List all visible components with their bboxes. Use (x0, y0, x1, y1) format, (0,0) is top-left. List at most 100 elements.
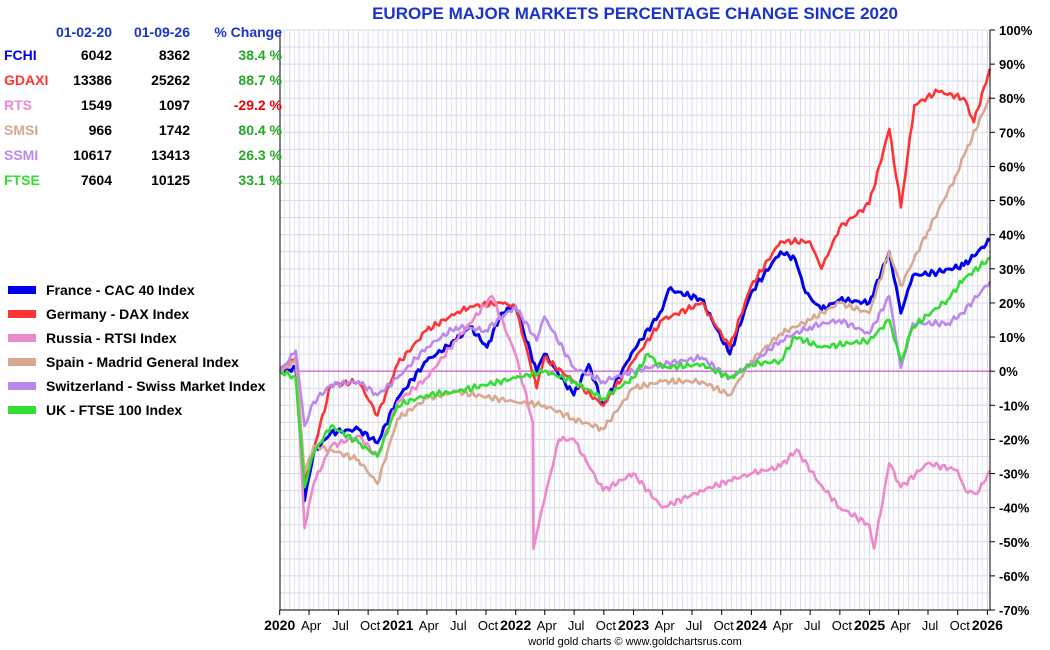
legend-item: Switzerland - Swiss Market Index (8, 374, 265, 398)
summary-header-cell: 01-09-26 (133, 24, 190, 40)
summary-change: 33.1 % (238, 171, 282, 188)
x-tick-label: Apr (537, 618, 558, 633)
x-tick-label: 2025 (854, 617, 885, 633)
x-tick-label: Oct (950, 618, 971, 633)
summary-end: 1742 (158, 121, 190, 138)
summary-start: 7604 (80, 171, 112, 188)
summary-row: SMSI 966 1742 80.4 % (4, 117, 282, 142)
summary-start: 1549 (80, 96, 112, 113)
x-tick-label: Apr (419, 618, 440, 633)
y-tick-label: 0% (999, 364, 1018, 379)
summary-header-row: 01-02-20 01-09-26 % Change (4, 22, 282, 42)
legend-item: Spain - Madrid General Index (8, 350, 265, 374)
summary-header-cell: 01-02-20 (55, 24, 112, 40)
summary-end: 10125 (151, 171, 190, 188)
y-tick-label: 30% (999, 262, 1025, 277)
legend-label: France - CAC 40 Index (46, 282, 195, 298)
credit: world gold charts © www.goldchartsrus.co… (528, 636, 742, 648)
y-tick-label: 80% (999, 91, 1025, 106)
x-tick-label: Oct (478, 618, 499, 633)
chart-title: EUROPE MAJOR MARKETS PERCENTAGE CHANGE S… (372, 4, 898, 23)
legend-label: Spain - Madrid General Index (46, 354, 239, 370)
y-tick-label: -50% (999, 535, 1030, 550)
x-tick-label: Jul (686, 618, 703, 633)
series-line-rts (279, 294, 992, 550)
summary-change: 88.7 % (238, 71, 282, 88)
legend-swatch (8, 334, 36, 342)
axes: 100% 90% 80% 70% 60% 50% 40% 30% 20% 10% 0% -10% -20… (264, 23, 1033, 633)
summary-start: 13386 (73, 71, 112, 88)
x-tick-label: Apr (891, 618, 912, 633)
series-line-fchi (279, 237, 991, 503)
y-tick-label: -20% (999, 432, 1030, 447)
summary-change: 26.3 % (238, 146, 282, 163)
legend-swatch (8, 310, 36, 318)
summary-code: FTSE (4, 171, 40, 188)
summary-header-cell (4, 22, 50, 42)
y-tick-label: 100% (999, 23, 1033, 38)
legend-label: UK - FTSE 100 Index (46, 402, 183, 418)
summary-start: 10617 (73, 146, 112, 163)
y-tick-label: -10% (999, 398, 1030, 413)
legend-swatch (8, 286, 36, 294)
x-tick-label: 2023 (618, 617, 649, 633)
legend-item: France - CAC 40 Index (8, 278, 265, 302)
x-tick-label: Apr (301, 618, 322, 633)
summary-start: 6042 (80, 46, 112, 63)
x-tick-label: 2021 (382, 617, 413, 633)
series-line-ftse (279, 256, 991, 489)
x-tick-label: 2020 (264, 617, 295, 633)
summary-body: FCHI 6042 8362 38.4 % GDAXI 13386 25262 88.7 % R… (4, 42, 282, 192)
summary-table: 01-02-20 01-09-26 % Change FCHI 6042 8362 38.… (4, 22, 282, 192)
x-tick-label: Jul (922, 618, 939, 633)
legend-label: Russia - RTSI Index (46, 330, 177, 346)
y-tick-label: 20% (999, 296, 1025, 311)
summary-code: GDAXI (4, 71, 49, 88)
y-tick-label: -60% (999, 569, 1030, 584)
y-tick-label: 70% (999, 125, 1025, 140)
legend-swatch (8, 406, 36, 414)
legend: France - CAC 40 Index Germany - DAX Index… (8, 278, 265, 422)
summary-header-cell: % Change (214, 24, 282, 40)
x-tick-label: 2024 (736, 617, 767, 633)
x-tick-label: Apr (654, 618, 675, 633)
series-lines (278, 68, 992, 550)
x-tick-label: Oct (360, 618, 381, 633)
summary-change: 38.4 % (238, 46, 282, 63)
y-tick-label: 60% (999, 159, 1025, 174)
summary-change: -29.2 % (233, 96, 282, 113)
x-tick-label: Jul (804, 618, 821, 633)
y-tick-label: 10% (999, 330, 1025, 345)
summary-end: 13413 (151, 146, 190, 163)
y-tick-label: 50% (999, 194, 1025, 209)
legend-swatch (8, 382, 36, 390)
summary-change: 80.4 % (238, 121, 282, 138)
summary-row: SSMI 10617 13413 26.3 % (4, 142, 282, 167)
summary-end: 25262 (151, 71, 190, 88)
summary-row: RTS 1549 1097 -29.2 % (4, 92, 282, 117)
legend-item: Russia - RTSI Index (8, 326, 265, 350)
y-tick-label: 90% (999, 57, 1025, 72)
x-tick-label: Apr (773, 618, 794, 633)
y-tick-label: 40% (999, 228, 1025, 243)
y-tick-label: -70% (999, 603, 1030, 618)
summary-code: SMSI (4, 121, 39, 138)
x-tick-label: Jul (568, 618, 585, 633)
summary-row: FTSE 7604 10125 33.1 % (4, 167, 282, 192)
x-tick-label: 2022 (500, 617, 531, 633)
summary-code: FCHI (4, 46, 37, 63)
summary-end: 1097 (158, 96, 190, 113)
legend-label: Germany - DAX Index (46, 306, 190, 322)
summary-row: GDAXI 13386 25262 88.7 % (4, 67, 282, 92)
series-line-gdaxi (278, 68, 992, 486)
x-tick-label: Oct (832, 618, 853, 633)
summary-end: 8362 (158, 46, 190, 63)
x-tick-label: Jul (332, 618, 349, 633)
x-tick-label: Jul (450, 618, 467, 633)
legend-label: Switzerland - Swiss Market Index (46, 378, 266, 394)
summary-code: RTS (4, 96, 32, 113)
legend-swatch (8, 358, 36, 366)
series-line-smsi (279, 96, 992, 486)
gridlines (280, 29, 990, 611)
